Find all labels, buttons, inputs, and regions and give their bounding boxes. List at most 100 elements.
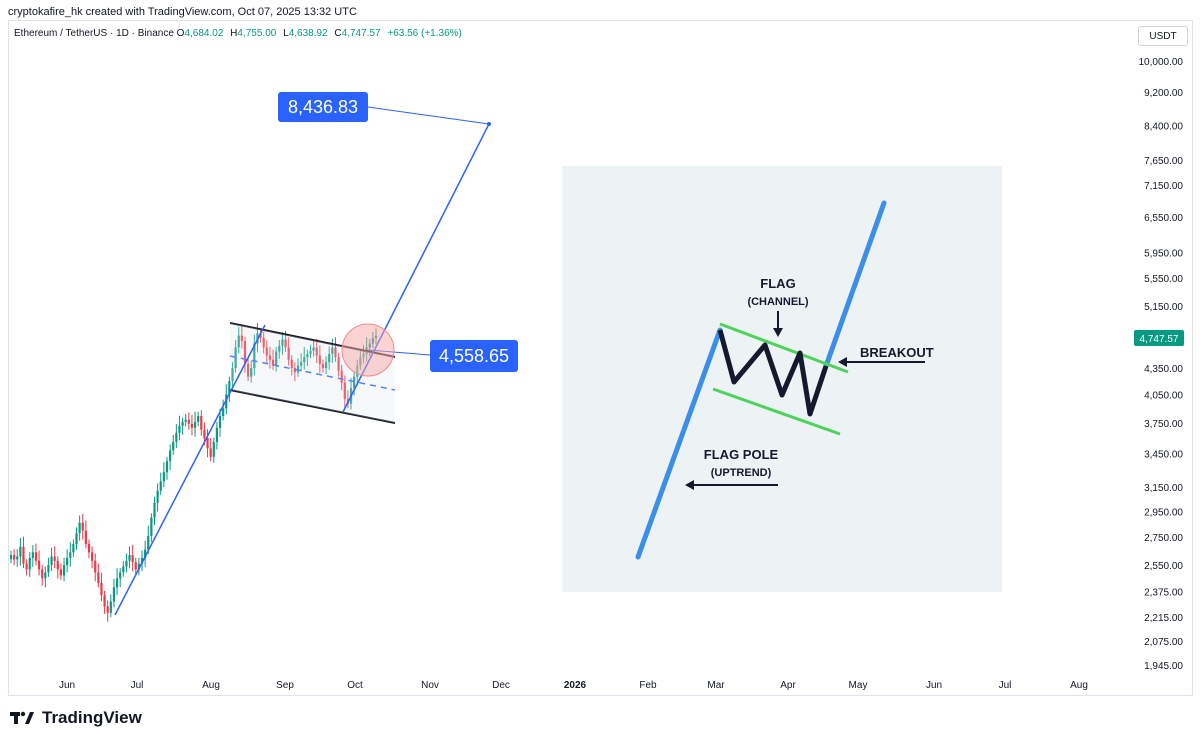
candle-body — [84, 530, 87, 545]
illustration-breakout-arrowhead — [838, 357, 847, 367]
candle-body — [100, 582, 103, 596]
candle-body — [240, 335, 243, 342]
candle-body — [28, 557, 31, 570]
candle-body — [109, 601, 112, 613]
y-tick-label: 2,215.00 — [1144, 613, 1183, 624]
candle-body — [172, 442, 175, 451]
y-tick-label: 5,150.00 — [1144, 302, 1183, 313]
candle-body — [34, 552, 38, 561]
x-tick-label: Apr — [780, 680, 796, 691]
candle-body — [209, 448, 212, 457]
candle-body — [165, 461, 169, 473]
y-tick-label: 5,550.00 — [1144, 274, 1183, 285]
currency-button[interactable]: USDT — [1138, 26, 1188, 46]
candle-body — [271, 359, 275, 366]
candle-body — [334, 347, 337, 358]
candle-body — [169, 450, 172, 462]
symbol-label[interactable]: Ethereum / TetherUS · 1D · Binance — [14, 28, 174, 39]
y-tick-label: 4,350.00 — [1144, 364, 1183, 375]
illustration-lower-channel — [712, 387, 841, 436]
candle-body — [309, 350, 312, 354]
tradingview-brand-text: TradingView — [42, 708, 142, 727]
candle-body — [293, 368, 296, 373]
x-tick-label: Oct — [347, 680, 363, 691]
candle-body — [324, 362, 328, 369]
candle-body — [106, 606, 109, 613]
candle-body — [215, 427, 218, 443]
candle-body — [231, 368, 234, 382]
y-tick-label: 2,375.00 — [1144, 587, 1183, 598]
candle-body — [253, 343, 256, 369]
candle-body — [337, 357, 340, 371]
candle-body — [87, 544, 91, 553]
candle-body — [284, 339, 287, 348]
candle-body — [212, 442, 215, 457]
breakout-price-label[interactable]: 4,558.65 — [430, 340, 518, 372]
candle-body — [150, 517, 153, 536]
candle-body — [66, 557, 69, 566]
candle-body — [312, 347, 315, 351]
low-label: L — [283, 28, 289, 39]
y-tick-label: 5,950.00 — [1144, 249, 1183, 260]
y-tick-label: 3,150.00 — [1144, 483, 1183, 494]
candle-body — [203, 429, 206, 438]
illustration-upper-channel — [719, 322, 849, 374]
time-axis[interactable]: Jun Jul Aug Sep Oct Nov Dec 2026 Feb Mar Apr May Jun… — [59, 680, 1088, 691]
y-tick-label: 2,075.00 — [1144, 637, 1183, 648]
candle-body — [237, 335, 240, 348]
candle-body — [187, 419, 190, 424]
candle-body — [206, 437, 209, 449]
x-tick-label: Mar — [707, 680, 725, 691]
y-tick-label: 1,945.00 — [1144, 661, 1183, 672]
candle-body — [19, 546, 22, 557]
candle-body — [31, 552, 34, 558]
candle-body — [318, 355, 321, 364]
candle-body — [50, 556, 53, 566]
price-axis[interactable]: 10,000.00 9,200.00 8,400.00 7,650.00 7,150.0… — [1139, 57, 1184, 672]
candle-body — [278, 345, 281, 352]
tradingview-icon — [10, 711, 34, 724]
candle-body — [47, 565, 50, 573]
candle-body — [287, 347, 290, 360]
candle-body — [91, 552, 94, 561]
illustration-pole-title: FLAG POLE — [704, 447, 779, 462]
candle-body — [353, 376, 356, 389]
channel-lower-line[interactable] — [229, 389, 396, 424]
candle-body — [321, 363, 325, 369]
low-value: 4,638.92 — [288, 28, 328, 39]
close-label: C — [334, 28, 342, 39]
y-tick-label: 6,550.00 — [1144, 213, 1183, 224]
candle-body — [262, 337, 265, 348]
candles-group — [9, 323, 378, 622]
candle-body — [275, 351, 278, 366]
candle-body — [197, 416, 200, 422]
x-tick-label: May — [849, 680, 868, 691]
x-tick-label: Aug — [1070, 680, 1088, 691]
candle-body — [175, 432, 178, 443]
x-tick-label: Jun — [59, 680, 75, 691]
candle-body — [243, 341, 247, 364]
candle-body — [119, 572, 122, 579]
candle-body — [306, 353, 309, 358]
candle-body — [59, 569, 63, 576]
flag-pole-line[interactable] — [114, 324, 266, 616]
x-tick-label: Feb — [639, 680, 657, 691]
candle-body — [94, 560, 97, 573]
target-price-label[interactable]: 8,436.83 — [278, 92, 368, 122]
x-tick-label: Jun — [926, 680, 942, 691]
open-value: 4,684.02 — [184, 28, 224, 39]
candle-body — [343, 382, 346, 400]
candle-body — [122, 566, 125, 573]
candle-body — [250, 368, 253, 377]
candle-body — [53, 556, 56, 561]
x-tick-label: 2026 — [564, 680, 587, 691]
drawings-group — [114, 106, 491, 616]
candle-body — [156, 490, 159, 503]
candle-body — [228, 381, 231, 395]
candle-body — [81, 522, 84, 531]
y-tick-label: 2,550.00 — [1144, 561, 1183, 572]
tradingview-logo[interactable]: TradingView — [10, 708, 142, 728]
illustration-breakout-line — [823, 200, 887, 369]
candle-body — [75, 533, 78, 545]
